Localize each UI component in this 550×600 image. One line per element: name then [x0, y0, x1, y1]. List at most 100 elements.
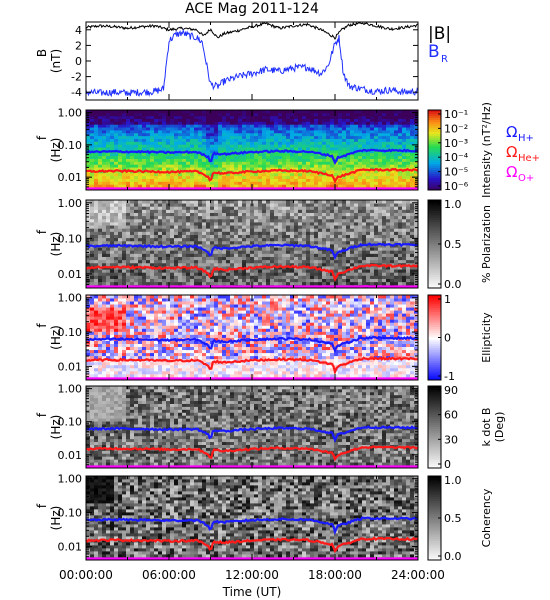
- heatmap-cell: [302, 203, 307, 207]
- heatmap-cell: [114, 184, 119, 188]
- heatmap-cell: [406, 278, 411, 283]
- heatmap-cell: [350, 215, 355, 220]
- heatmap-cell: [278, 127, 283, 131]
- heatmap-cell: [338, 167, 343, 171]
- heatmap-cell: [230, 240, 235, 245]
- heatmap-cell: [314, 181, 319, 185]
- heatmap-cell: [134, 152, 139, 157]
- heatmap-cell: [290, 115, 295, 119]
- heatmap-cell: [358, 158, 363, 162]
- heatmap-cell: [234, 110, 239, 114]
- heatmap-cell: [382, 222, 387, 226]
- heatmap-cell: [358, 231, 363, 235]
- heatmap-cell: [230, 281, 235, 286]
- heatmap-cell: [222, 259, 227, 264]
- heatmap-cell: [310, 262, 315, 267]
- heatmap-cell: [186, 155, 191, 159]
- heatmap-cell: [206, 150, 211, 154]
- colorbar-step: [428, 222, 441, 225]
- heatmap-cell: [390, 121, 395, 125]
- heatmap-cell: [194, 218, 199, 223]
- heatmap-cell: [126, 237, 131, 242]
- heatmap-cell: [114, 253, 119, 257]
- heatmap-cell: [110, 172, 115, 177]
- heatmap-cell: [346, 212, 351, 217]
- heatmap-cell: [294, 218, 299, 223]
- heatmap-cell: [294, 250, 299, 254]
- heatmap-cell: [354, 172, 359, 177]
- heatmap-cell: [282, 124, 287, 128]
- heatmap-cell: [402, 132, 407, 137]
- heatmap-cell: [250, 253, 255, 257]
- heatmap-cell: [122, 225, 127, 229]
- heatmap-cell: [206, 152, 211, 157]
- heatmap-cell: [326, 127, 331, 131]
- heatmap-cell: [210, 178, 215, 182]
- heatmap-cell: [202, 262, 207, 267]
- heatmap-cell: [162, 132, 167, 137]
- heatmap-cell: [314, 110, 319, 114]
- heatmap-cell: [226, 155, 231, 159]
- colorbar-step: [428, 160, 441, 163]
- heatmap-cell: [374, 240, 379, 245]
- heatmap-cell: [222, 155, 227, 159]
- heatmap-cell: [242, 269, 247, 273]
- heatmap-cell: [146, 234, 151, 239]
- heatmap-cell: [314, 225, 319, 229]
- heatmap-cell: [94, 200, 99, 204]
- heatmap-cell: [302, 115, 307, 119]
- heatmap-cell: [182, 206, 187, 210]
- heatmap-cell: [90, 331, 95, 335]
- heatmap-cell: [334, 278, 339, 283]
- heatmap-cell: [294, 237, 299, 242]
- heatmap-cell: [182, 212, 187, 217]
- heatmap-cell: [294, 144, 299, 148]
- heatmap-cell: [294, 281, 299, 286]
- heatmap-cell: [278, 218, 283, 223]
- heatmap-cell: [158, 206, 163, 210]
- heatmap-cell: [262, 253, 267, 257]
- heatmap-cell: [406, 225, 411, 229]
- heatmap-cell: [390, 231, 395, 235]
- heatmap-cell: [318, 244, 323, 248]
- heatmap-cell: [98, 164, 103, 168]
- heatmap-cell: [126, 184, 131, 188]
- heatmap-cell: [254, 112, 259, 117]
- heatmap-cell: [362, 181, 367, 185]
- heatmap-cell: [102, 172, 107, 177]
- heatmap-cell: [158, 262, 163, 267]
- heatmap-cell: [190, 124, 195, 128]
- heatmap-cell: [174, 203, 179, 207]
- heatmap-cell: [186, 269, 191, 273]
- heatmap-cell: [242, 275, 247, 279]
- heatmap-cell: [290, 278, 295, 283]
- heatmap-cell: [194, 231, 199, 235]
- heatmap-cell: [154, 222, 159, 226]
- heatmap-cell: [354, 118, 359, 122]
- heatmap-cell: [218, 170, 223, 174]
- heatmap-cell: [406, 161, 411, 165]
- heatmap-cell: [246, 212, 251, 217]
- heatmap-cell: [146, 272, 151, 276]
- heatmap-cell: [258, 240, 263, 245]
- heatmap-cell: [194, 167, 199, 171]
- heatmap-cell: [350, 132, 355, 137]
- heatmap-cell: [238, 178, 243, 182]
- heatmap-cell: [366, 272, 371, 276]
- heatmap-cell: [330, 234, 335, 239]
- heatmap-cell: [410, 225, 415, 229]
- heatmap-cell: [334, 130, 339, 134]
- heatmap-cell: [186, 144, 191, 148]
- heatmap-cell: [406, 135, 411, 139]
- heatmap-cell: [234, 175, 239, 179]
- heatmap-cell: [226, 225, 231, 229]
- colorbar-step: [428, 138, 441, 141]
- heatmap-cell: [186, 158, 191, 162]
- heatmap-cell: [306, 259, 311, 264]
- heatmap-cell: [126, 124, 131, 128]
- heatmap-cell: [238, 200, 243, 204]
- heatmap-cell: [170, 212, 175, 217]
- heatmap-cell: [402, 110, 407, 114]
- heatmap-cell: [382, 147, 387, 151]
- heatmap-cell: [218, 121, 223, 125]
